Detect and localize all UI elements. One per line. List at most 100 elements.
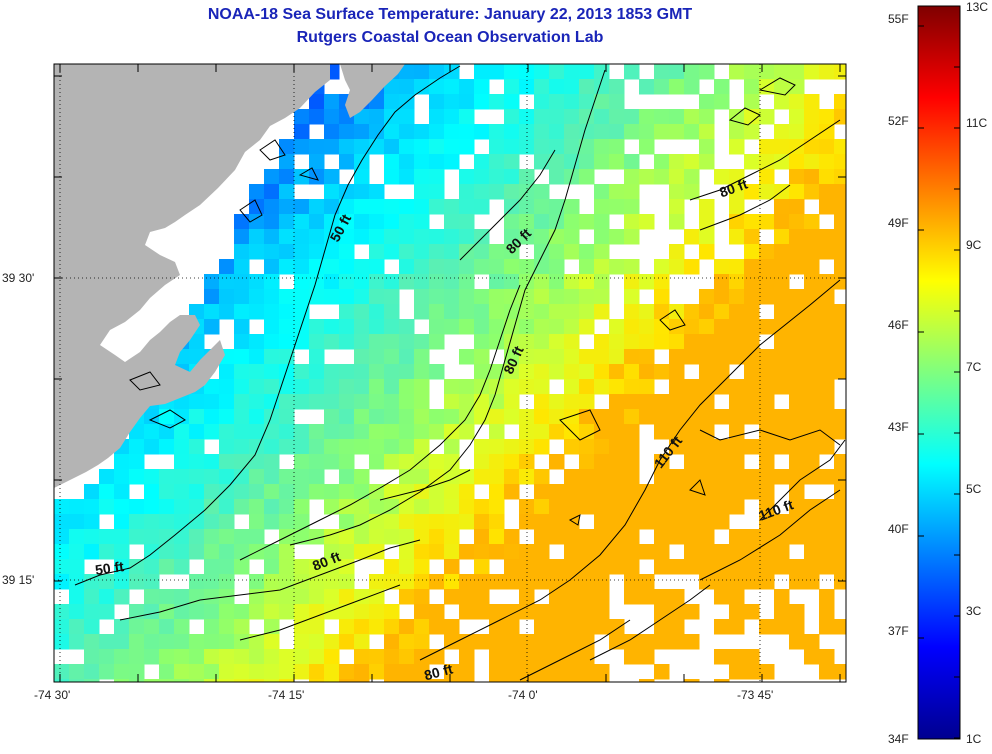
sst-cell	[54, 544, 70, 560]
sst-cell	[369, 244, 385, 260]
sst-cell	[444, 109, 460, 125]
colorbar-f-label: 49F	[888, 216, 909, 230]
sst-cell	[729, 169, 745, 185]
sst-cell	[819, 649, 835, 665]
sst-cell	[729, 409, 745, 425]
sst-cell	[414, 79, 430, 95]
sst-cell	[339, 664, 355, 680]
sst-cell	[174, 664, 190, 680]
sst-cell	[339, 604, 355, 620]
sst-cell	[549, 604, 565, 620]
sst-cell	[369, 124, 385, 140]
sst-cell	[564, 79, 580, 95]
sst-cell	[294, 604, 310, 620]
sst-cell	[729, 454, 745, 470]
sst-cell	[534, 619, 550, 635]
sst-cell	[669, 589, 685, 605]
sst-cell	[204, 679, 220, 682]
sst-cell	[219, 484, 235, 500]
sst-cell	[564, 349, 580, 365]
sst-cell	[84, 664, 100, 680]
sst-cell	[159, 649, 175, 665]
sst-cell	[174, 619, 190, 635]
sst-cell	[429, 124, 445, 140]
sst-cell	[444, 424, 460, 440]
sst-cell	[564, 94, 580, 110]
sst-cell	[294, 304, 310, 320]
sst-cell	[684, 514, 700, 530]
sst-cell	[729, 499, 745, 515]
sst-cell	[414, 649, 430, 665]
sst-cell	[84, 499, 100, 515]
sst-cell	[804, 424, 820, 440]
sst-cell	[504, 559, 520, 575]
sst-cell	[549, 124, 565, 140]
sst-cell	[474, 229, 490, 245]
sst-cell	[564, 409, 580, 425]
sst-cell	[519, 199, 535, 215]
sst-cell	[384, 319, 400, 335]
sst-cell	[834, 214, 846, 230]
sst-cell	[174, 499, 190, 515]
sst-cell	[174, 544, 190, 560]
sst-cell	[549, 214, 565, 230]
sst-cell	[564, 604, 580, 620]
sst-cell	[264, 274, 280, 290]
sst-cell	[474, 154, 490, 170]
sst-cell	[654, 469, 670, 485]
sst-cell	[129, 499, 145, 515]
sst-cell	[804, 454, 820, 470]
sst-cell	[474, 349, 490, 365]
sst-cell	[669, 484, 685, 500]
sst-cell	[309, 214, 325, 230]
sst-cell	[99, 664, 115, 680]
sst-cell	[819, 604, 835, 620]
sst-cell	[309, 454, 325, 470]
sst-cell	[369, 184, 385, 200]
sst-cell	[609, 319, 625, 335]
sst-cell	[684, 319, 700, 335]
sst-cell	[744, 484, 760, 500]
sst-cell	[414, 529, 430, 545]
sst-cell	[159, 589, 175, 605]
sst-cell	[804, 544, 820, 560]
sst-cell	[354, 529, 370, 545]
sst-cell	[339, 619, 355, 635]
sst-cell	[309, 604, 325, 620]
sst-cell	[144, 409, 160, 425]
sst-cell	[69, 634, 85, 650]
sst-cell	[549, 319, 565, 335]
sst-cell	[69, 679, 85, 682]
sst-cell	[474, 79, 490, 95]
sst-cell	[489, 604, 505, 620]
sst-cell	[234, 679, 250, 682]
sst-cell	[399, 409, 415, 425]
sst-cell	[384, 124, 400, 140]
sst-cell	[639, 589, 655, 605]
sst-cell	[309, 244, 325, 260]
sst-cell	[354, 604, 370, 620]
sst-cell	[144, 604, 160, 620]
sst-cell	[459, 679, 475, 682]
sst-cell	[489, 304, 505, 320]
sst-cell	[339, 139, 355, 155]
sst-cell	[339, 319, 355, 335]
sst-cell	[594, 334, 610, 350]
sst-cell	[564, 304, 580, 320]
sst-cell	[414, 634, 430, 650]
sst-cell	[489, 334, 505, 350]
sst-cell	[309, 589, 325, 605]
sst-cell	[804, 529, 820, 545]
sst-cell	[369, 394, 385, 410]
sst-cell	[759, 484, 775, 500]
sst-cell	[639, 499, 655, 515]
sst-cell	[174, 649, 190, 665]
sst-cell	[549, 559, 565, 575]
colorbar-ticks	[918, 5, 960, 739]
sst-cell	[684, 544, 700, 560]
sst-cell	[609, 544, 625, 560]
sst-cell	[789, 259, 805, 275]
sst-cell	[474, 559, 490, 575]
sst-cell	[384, 394, 400, 410]
y-tick-label: 39 15'	[2, 573, 35, 587]
